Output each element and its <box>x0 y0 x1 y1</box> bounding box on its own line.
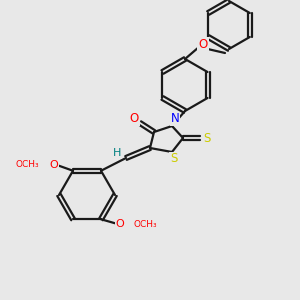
Text: OCH₃: OCH₃ <box>133 220 157 229</box>
Text: N: N <box>171 112 179 125</box>
Text: OCH₃: OCH₃ <box>15 160 39 169</box>
Text: O: O <box>116 219 124 229</box>
Text: H: H <box>113 148 121 158</box>
Text: S: S <box>170 152 178 166</box>
Text: O: O <box>198 38 208 50</box>
Text: S: S <box>203 131 211 145</box>
Text: O: O <box>129 112 139 125</box>
Text: O: O <box>50 160 58 170</box>
